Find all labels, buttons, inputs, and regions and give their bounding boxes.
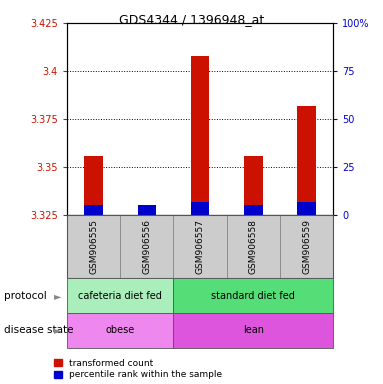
Legend: transformed count, percentile rank within the sample: transformed count, percentile rank withi… (54, 359, 222, 379)
Bar (137, 205, 156, 215)
Bar (244, 156, 263, 215)
Bar (191, 202, 210, 215)
Text: standard diet fed: standard diet fed (211, 291, 295, 301)
Text: GSM906556: GSM906556 (142, 219, 151, 274)
Text: GSM906558: GSM906558 (249, 219, 258, 274)
Bar (137, 209, 156, 215)
Bar (191, 56, 210, 215)
Text: disease state: disease state (4, 325, 73, 335)
Text: lean: lean (243, 325, 264, 335)
Bar (244, 205, 263, 215)
Text: ►: ► (54, 291, 61, 301)
Text: GDS4344 / 1396948_at: GDS4344 / 1396948_at (119, 13, 264, 26)
Bar (84, 156, 103, 215)
Text: protocol: protocol (4, 291, 47, 301)
Bar (84, 205, 103, 215)
Text: ►: ► (54, 325, 61, 335)
Bar (297, 202, 316, 215)
Text: GSM906559: GSM906559 (302, 219, 311, 274)
Text: GSM906555: GSM906555 (89, 219, 98, 274)
Text: cafeteria diet fed: cafeteria diet fed (79, 291, 162, 301)
Bar (297, 106, 316, 215)
Text: obese: obese (106, 325, 135, 335)
Text: GSM906557: GSM906557 (196, 219, 205, 274)
